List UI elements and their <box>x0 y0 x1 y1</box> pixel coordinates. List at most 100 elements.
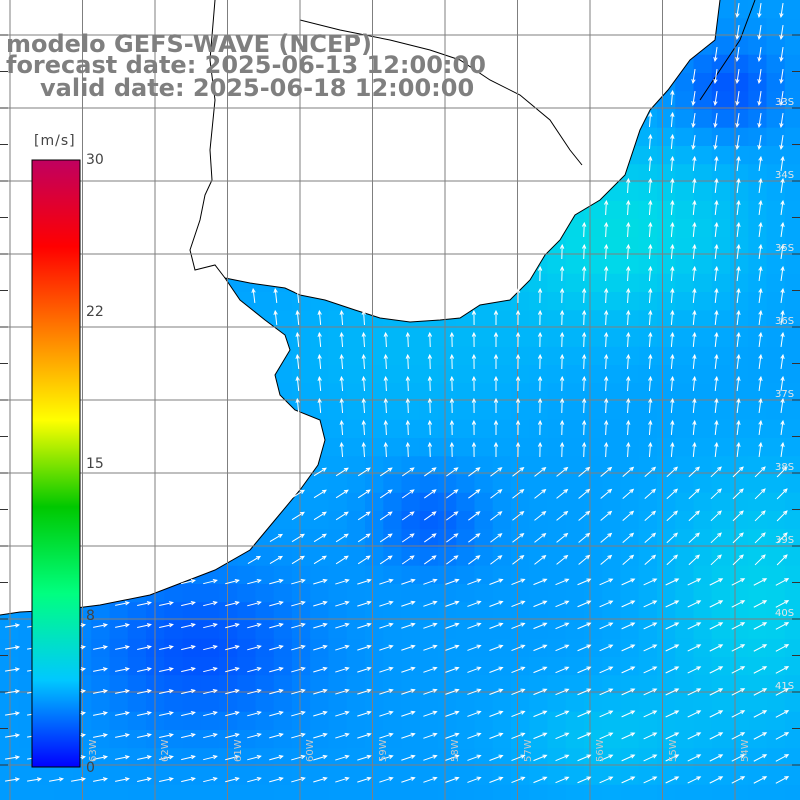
wind-arrow <box>780 199 785 216</box>
arrow-head <box>432 600 438 605</box>
wind-cell <box>638 766 658 786</box>
arrow-shaft <box>775 710 789 718</box>
wind-cell <box>310 511 330 530</box>
arrow-shaft <box>49 778 63 782</box>
arrow-shaft <box>555 578 569 586</box>
arrow-head <box>630 600 636 605</box>
wind-arrow <box>779 25 784 41</box>
arrow-head <box>453 511 459 516</box>
wind-cell <box>584 419 603 439</box>
wind-cell <box>438 419 457 439</box>
arrow-head <box>432 666 438 671</box>
wind-cell <box>438 529 457 549</box>
wind-arrow <box>427 331 433 348</box>
wind-arrow <box>357 754 372 761</box>
arrow-head <box>670 133 675 139</box>
arrow-shaft <box>401 733 415 739</box>
wind-cell <box>310 657 330 676</box>
wind-cell <box>565 383 585 403</box>
wind-arrow <box>181 689 196 695</box>
wind-cell <box>766 602 786 622</box>
wind-cell <box>638 365 658 384</box>
wind-cell <box>657 584 676 603</box>
arrow-head <box>735 78 740 85</box>
wind-cell <box>438 547 457 567</box>
wind-cell <box>127 784 147 800</box>
arrow-head <box>234 688 240 694</box>
arrow-head <box>102 755 108 760</box>
arrow-shaft <box>533 600 547 608</box>
wind-arrow <box>445 754 460 761</box>
wind-cell <box>365 784 384 800</box>
wind-arrow <box>5 689 21 694</box>
arrow-head <box>317 309 322 315</box>
wind-cell <box>748 127 768 147</box>
wind-cell <box>492 383 512 403</box>
wind-cell <box>748 164 768 184</box>
arrow-head <box>168 667 174 672</box>
arrow-head <box>652 600 658 605</box>
wind-arrow <box>779 135 784 151</box>
wind-cell <box>182 602 202 622</box>
wind-cell <box>127 748 147 768</box>
wind-cell <box>784 584 800 603</box>
arrow-shaft <box>754 488 766 500</box>
wind-cell <box>711 730 731 749</box>
wind-arrow <box>115 667 130 672</box>
arrow-head <box>124 623 130 628</box>
arrow-shaft <box>670 442 674 458</box>
wind-arrow <box>269 732 284 739</box>
wind-cell <box>182 584 202 603</box>
arrow-head <box>344 578 350 584</box>
wind-arrow <box>753 776 768 784</box>
wind-arrow <box>775 600 790 608</box>
wind-cell <box>328 748 348 768</box>
arrow-shaft <box>577 600 591 608</box>
arrow-shaft <box>423 733 437 739</box>
wind-cell <box>675 401 695 421</box>
wind-arrow <box>401 688 416 695</box>
wind-arrow <box>446 533 459 543</box>
arrow-shaft <box>247 777 261 783</box>
wind-arrow <box>93 645 108 650</box>
wind-cell <box>383 383 403 403</box>
wind-arrow <box>621 578 636 586</box>
wind-cell <box>255 748 275 768</box>
wind-arrow <box>692 419 697 436</box>
wind-cell <box>273 693 293 713</box>
arrow-head <box>493 375 499 381</box>
arrow-shaft <box>340 420 344 436</box>
wind-cell <box>419 730 439 749</box>
arrow-shaft <box>115 668 129 672</box>
arrow-shaft <box>758 156 762 172</box>
arrow-head <box>735 100 740 107</box>
arrow-head <box>648 353 653 359</box>
wind-cell <box>675 620 695 640</box>
arrow-head <box>714 287 719 293</box>
arrow-head <box>432 776 438 781</box>
wind-arrow <box>626 353 631 370</box>
wind-arrow <box>604 309 609 326</box>
arrow-shaft <box>313 489 327 499</box>
arrow-shaft <box>467 777 481 783</box>
wind-cell <box>620 620 640 640</box>
wind-cell <box>547 273 567 293</box>
wind-arrow <box>5 733 21 738</box>
arrow-shaft <box>643 578 657 586</box>
arrow-head <box>453 533 459 538</box>
arrow-shaft <box>692 398 696 414</box>
arrow-shaft <box>600 467 612 477</box>
wind-cell <box>657 200 676 220</box>
arrow-head <box>80 777 87 782</box>
wind-cell <box>638 146 658 165</box>
arrow-shaft <box>643 622 657 630</box>
arrow-shaft <box>780 3 784 17</box>
arrow-head <box>626 221 631 227</box>
arrow-head <box>629 466 635 472</box>
wind-arrow <box>515 309 521 326</box>
arrow-shaft <box>600 511 612 521</box>
wind-cell <box>675 255 695 275</box>
arrow-head <box>586 644 592 649</box>
wind-cell <box>693 529 713 549</box>
arrow-shaft <box>225 645 239 651</box>
